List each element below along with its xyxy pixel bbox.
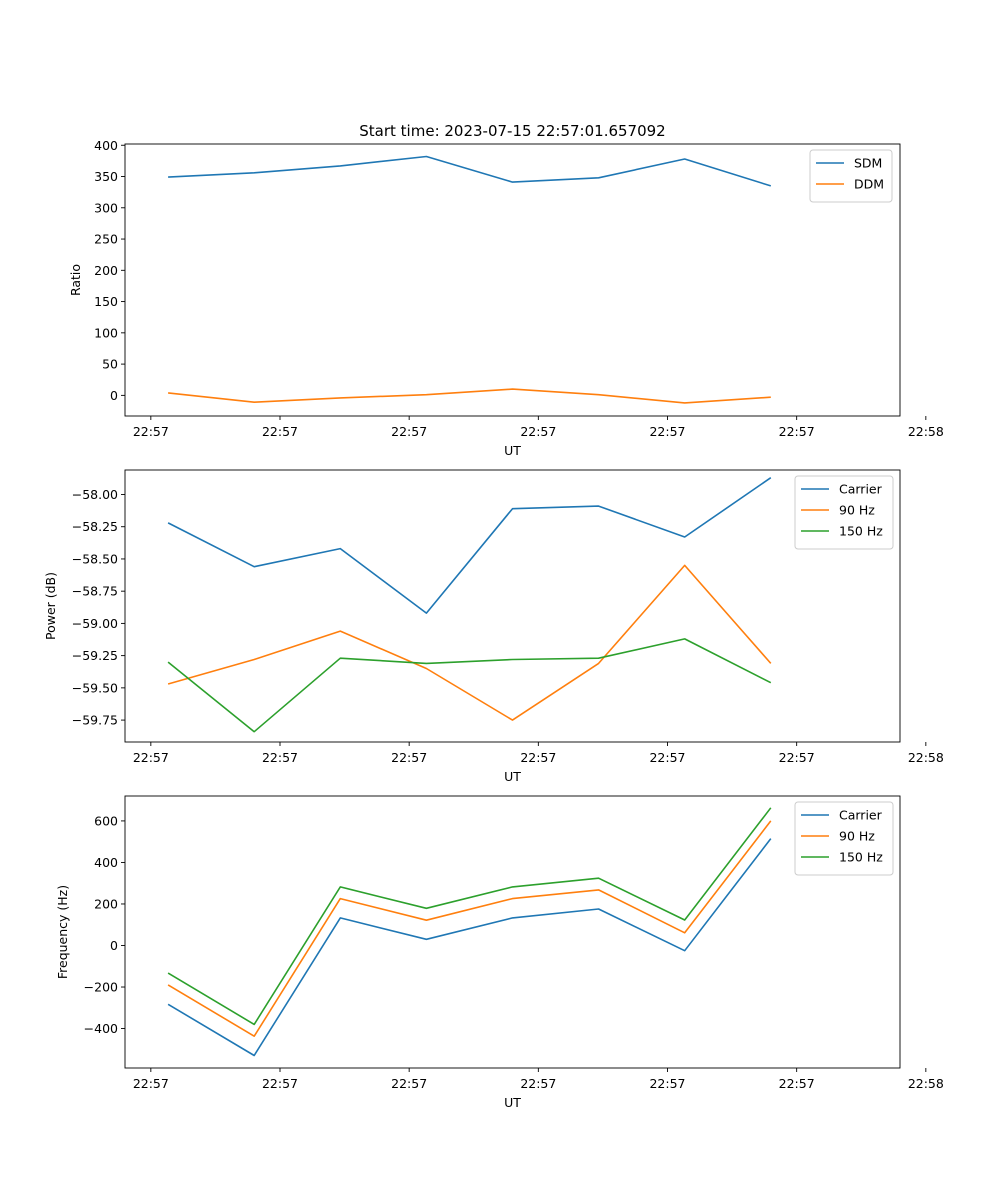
y-tick-label: −58.25 — [72, 519, 118, 534]
legend-label: DDM — [854, 177, 884, 192]
series-line-ddm — [168, 388, 771, 404]
y-tick-label: 200 — [94, 263, 118, 278]
y-tick-label: −59.00 — [72, 616, 118, 631]
x-tick-label: 22:57 — [133, 750, 169, 765]
y-tick-label: 400 — [94, 138, 118, 153]
x-tick-label: 22:57 — [262, 424, 298, 439]
series-line-sdm — [168, 155, 772, 187]
x-axis-label: UT — [504, 769, 521, 784]
x-tick-label: 22:58 — [908, 424, 944, 439]
x-tick-label: 22:57 — [520, 750, 556, 765]
y-tick-label: 0 — [110, 388, 118, 403]
y-tick-label: 300 — [94, 200, 118, 215]
y-tick-label: 350 — [94, 169, 118, 184]
legend-label: 150 Hz — [839, 524, 883, 539]
series-line-carrier — [167, 838, 772, 1057]
series-line-carrier — [167, 477, 772, 614]
axes-frame — [124, 795, 901, 1069]
legend: Carrier 90 Hz 150 Hz — [794, 801, 894, 876]
legend-label: 150 Hz — [839, 850, 883, 865]
y-tick-label: −400 — [84, 1021, 118, 1036]
y-axis-label: Power (dB) — [43, 572, 58, 640]
chart-panel-3: −400 −200 0 200 400 600 22:57 22:57 22:57 22:57 22… — [55, 795, 944, 1110]
axes-frame — [124, 469, 901, 743]
x-tick-label: 22:57 — [649, 750, 685, 765]
legend-label: 90 Hz — [839, 829, 875, 844]
y-tick-label: 200 — [94, 896, 118, 911]
legend: SDM DDM — [809, 149, 893, 203]
series-line-90-hz — [167, 820, 772, 1037]
y-tick-label: −59.50 — [72, 680, 118, 695]
x-tick-label: 22:57 — [779, 750, 815, 765]
x-tick-label: 22:57 — [391, 424, 427, 439]
chart-panel-2: −59.75 −59.50 −59.25 −59.00 −58.75 −58.50 −58.… — [43, 469, 944, 784]
y-tick-label: −59.75 — [72, 713, 118, 728]
chart-panel-1: 0 50 100 150 200 250 300 350 400 22:57 22:57 22:57 2… — [68, 138, 944, 458]
axes-frame — [124, 143, 901, 417]
x-tick-label: 22:57 — [779, 1076, 815, 1091]
series-line-90-hz — [167, 564, 772, 721]
x-tick-label: 22:57 — [262, 1076, 298, 1091]
x-tick-label: 22:57 — [133, 424, 169, 439]
y-tick-label: −58.50 — [72, 551, 118, 566]
x-tick-label: 22:57 — [391, 750, 427, 765]
x-tick-label: 22:57 — [649, 424, 685, 439]
legend-label: Carrier — [839, 482, 883, 497]
x-tick-label: 22:57 — [133, 1076, 169, 1091]
x-tick-label: 22:57 — [520, 424, 556, 439]
x-tick-label: 22:57 — [391, 1076, 427, 1091]
y-tick-label: 250 — [94, 232, 118, 247]
x-tick-label: 22:57 — [779, 424, 815, 439]
series-line-150-hz — [167, 807, 772, 1026]
x-tick-label: 22:58 — [908, 750, 944, 765]
y-tick-label: −58.75 — [72, 584, 118, 599]
legend-label: SDM — [854, 156, 882, 171]
y-axis-label: Ratio — [68, 264, 83, 296]
y-tick-label: 0 — [110, 938, 118, 953]
legend-label: 90 Hz — [839, 503, 875, 518]
y-tick-label: −59.25 — [72, 648, 118, 663]
chart-title: Start time: 2023-07-15 22:57:01.657092 — [359, 122, 665, 140]
y-tick-label: 400 — [94, 855, 118, 870]
y-tick-label: −200 — [84, 980, 118, 995]
y-tick-label: 100 — [94, 325, 118, 340]
x-axis-label: UT — [504, 443, 521, 458]
series-line-150-hz — [167, 638, 772, 733]
y-tick-label: 150 — [94, 294, 118, 309]
x-tick-label: 22:57 — [520, 1076, 556, 1091]
legend: Carrier 90 Hz 150 Hz — [794, 475, 894, 550]
y-tick-label: 50 — [102, 357, 118, 372]
y-tick-label: −58.00 — [72, 487, 118, 502]
y-tick-label: 600 — [94, 813, 118, 828]
x-tick-label: 22:57 — [262, 750, 298, 765]
y-axis-label: Frequency (Hz) — [55, 885, 70, 979]
x-axis-label: UT — [504, 1095, 521, 1110]
x-tick-label: 22:58 — [908, 1076, 944, 1091]
x-tick-label: 22:57 — [649, 1076, 685, 1091]
legend-label: Carrier — [839, 808, 883, 823]
